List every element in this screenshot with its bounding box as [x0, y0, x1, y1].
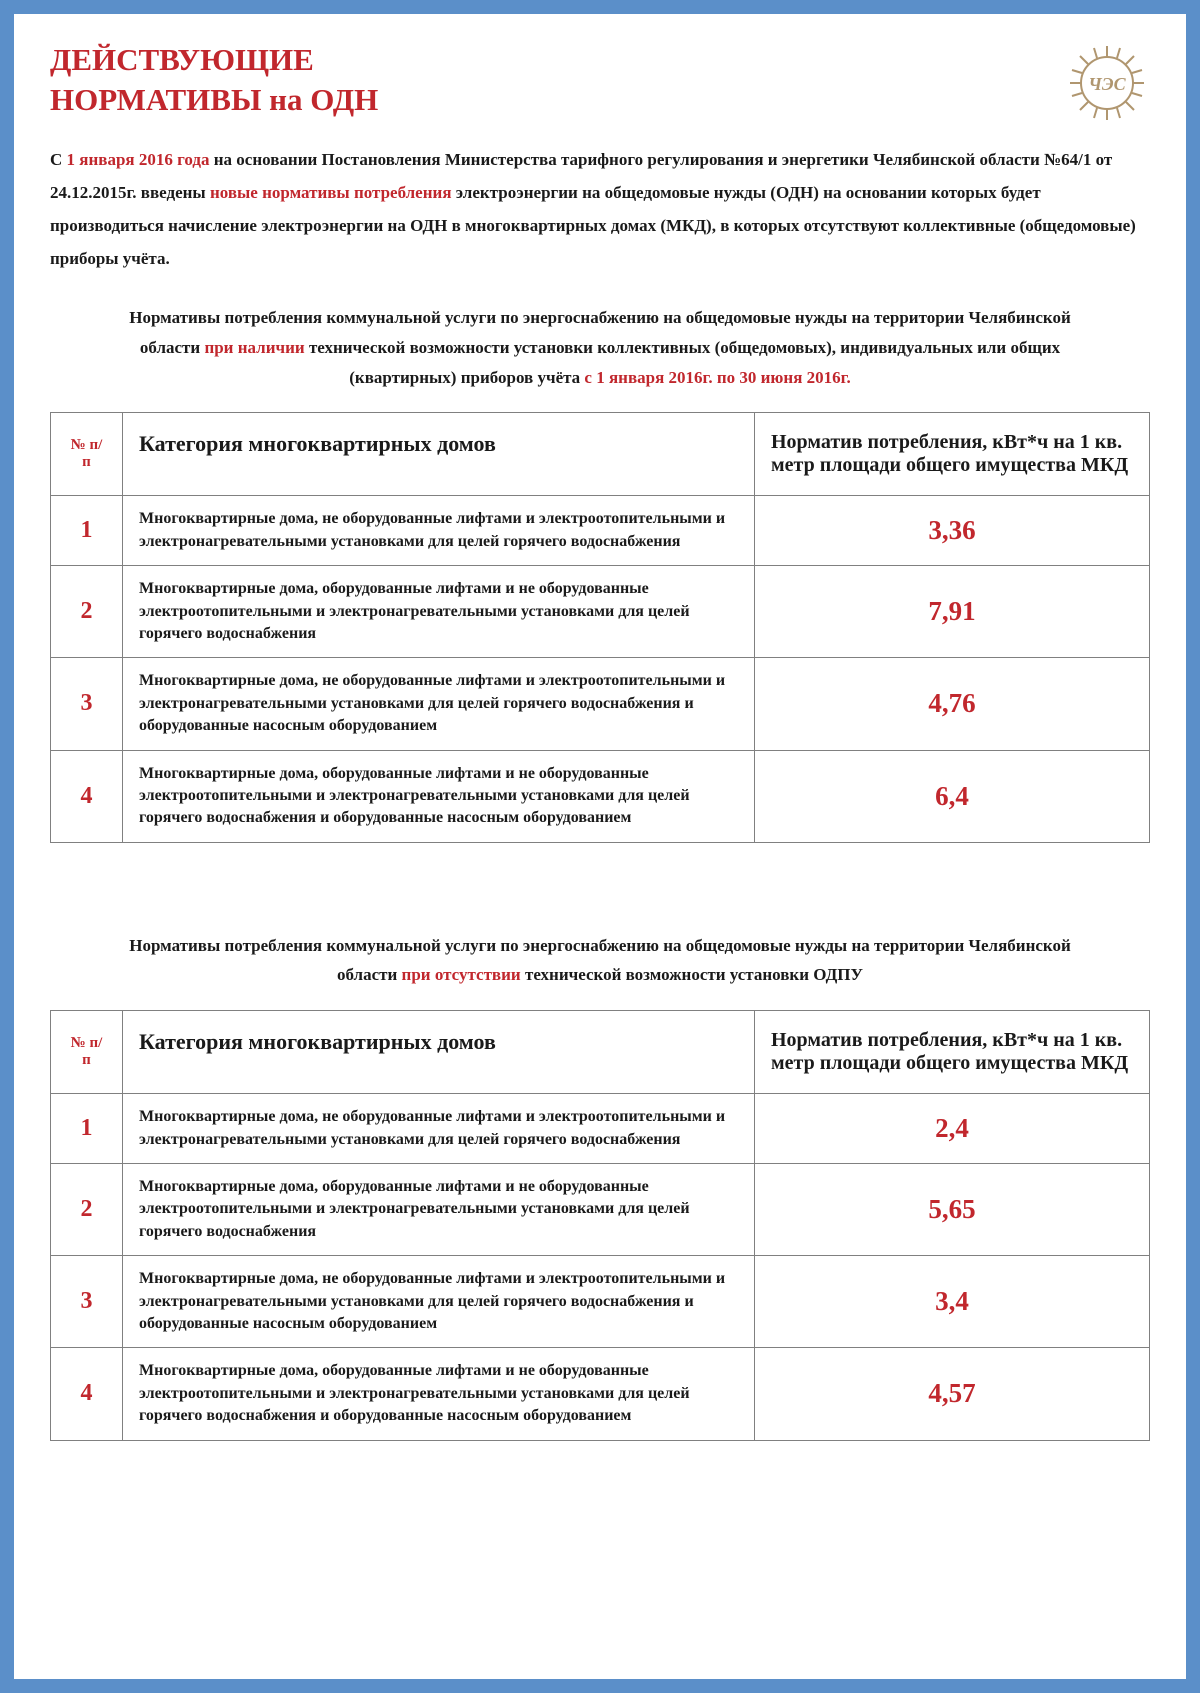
row-description: Многоквартирные дома, оборудованные лифт…	[123, 1163, 755, 1255]
row-number: 4	[51, 1348, 123, 1440]
intro-text: С	[50, 150, 67, 169]
norms-table-2: № п/п Категория многоквартирных домов Но…	[50, 1010, 1150, 1440]
intro-paragraph: С 1 января 2016 года на основании Постан…	[50, 143, 1150, 276]
table-row: 4 Многоквартирные дома, оборудованные ли…	[51, 750, 1150, 842]
table-row: 3 Многоквартирные дома, не оборудованные…	[51, 1256, 1150, 1348]
logo-text: ЧЭС	[1088, 74, 1126, 94]
row-value: 5,65	[755, 1163, 1150, 1255]
section-text: технической возможности установки ОДПУ	[521, 965, 863, 984]
row-number: 3	[51, 1256, 123, 1348]
row-number: 3	[51, 658, 123, 750]
row-description: Многоквартирные дома, не оборудованные л…	[123, 1094, 755, 1164]
row-description: Многоквартирные дома, оборудованные лифт…	[123, 750, 755, 842]
table-row: 2 Многоквартирные дома, оборудованные ли…	[51, 566, 1150, 658]
row-value: 4,76	[755, 658, 1150, 750]
row-number: 4	[51, 750, 123, 842]
title-line-1: ДЕЙСТВУЮЩИЕ	[50, 42, 314, 77]
header-number: № п/п	[51, 1011, 123, 1094]
table-row: 2 Многоквартирные дома, оборудованные ли…	[51, 1163, 1150, 1255]
row-number: 1	[51, 496, 123, 566]
table-row: 1 Многоквартирные дома, не оборудованные…	[51, 496, 1150, 566]
row-value: 4,57	[755, 1348, 1150, 1440]
section-dates-highlight: с 1 января 2016г. по 30 июня 2016г.	[584, 368, 850, 387]
section-highlight: при отсутствии	[402, 965, 521, 984]
norms-table-1: № п/п Категория многоквартирных домов Но…	[50, 412, 1150, 842]
row-value: 2,4	[755, 1094, 1150, 1164]
header-number: № п/п	[51, 413, 123, 496]
page-title: ДЕЙСТВУЮЩИЕ НОРМАТИВЫ на ОДН	[50, 40, 1150, 121]
section-highlight: при наличии	[204, 338, 304, 357]
header-category: Категория многоквартирных домов	[123, 413, 755, 496]
page-content: ЧЭС ДЕЙСТВУЮЩИЕ НОРМАТИВЫ на ОДН С 1 янв…	[14, 14, 1186, 1679]
row-description: Многоквартирные дома, не оборудованные л…	[123, 658, 755, 750]
row-number: 2	[51, 566, 123, 658]
section-gap	[50, 901, 1150, 921]
row-value: 3,4	[755, 1256, 1150, 1348]
row-number: 2	[51, 1163, 123, 1255]
intro-highlight: новые нормативы потребления	[210, 183, 452, 202]
header-category: Категория многоквартирных домов	[123, 1011, 755, 1094]
page-frame: ЧЭС ДЕЙСТВУЮЩИЕ НОРМАТИВЫ на ОДН С 1 янв…	[0, 0, 1200, 1693]
row-description: Многоквартирные дома, не оборудованные л…	[123, 1256, 755, 1348]
table-row: 4 Многоквартирные дома, оборудованные ли…	[51, 1348, 1150, 1440]
table-row: 1 Многоквартирные дома, не оборудованные…	[51, 1094, 1150, 1164]
row-description: Многоквартирные дома, оборудованные лифт…	[123, 1348, 755, 1440]
table-row: 3 Многоквартирные дома, не оборудованные…	[51, 658, 1150, 750]
row-description: Многоквартирные дома, оборудованные лифт…	[123, 566, 755, 658]
section-2-heading: Нормативы потребления коммунальной услуг…	[110, 931, 1090, 991]
header-value: Норматив потребления, кВт*ч на 1 кв. мет…	[755, 413, 1150, 496]
row-number: 1	[51, 1094, 123, 1164]
table-header-row: № п/п Категория многоквартирных домов Но…	[51, 413, 1150, 496]
header-value: Норматив потребления, кВт*ч на 1 кв. мет…	[755, 1011, 1150, 1094]
section-1-heading: Нормативы потребления коммунальной услуг…	[110, 303, 1090, 392]
row-value: 6,4	[755, 750, 1150, 842]
intro-date-highlight: 1 января 2016 года	[67, 150, 210, 169]
row-value: 7,91	[755, 566, 1150, 658]
company-logo: ЧЭС	[1064, 40, 1150, 126]
row-value: 3,36	[755, 496, 1150, 566]
table-header-row: № п/п Категория многоквартирных домов Но…	[51, 1011, 1150, 1094]
row-description: Многоквартирные дома, не оборудованные л…	[123, 496, 755, 566]
title-line-2: НОРМАТИВЫ на ОДН	[50, 82, 378, 117]
